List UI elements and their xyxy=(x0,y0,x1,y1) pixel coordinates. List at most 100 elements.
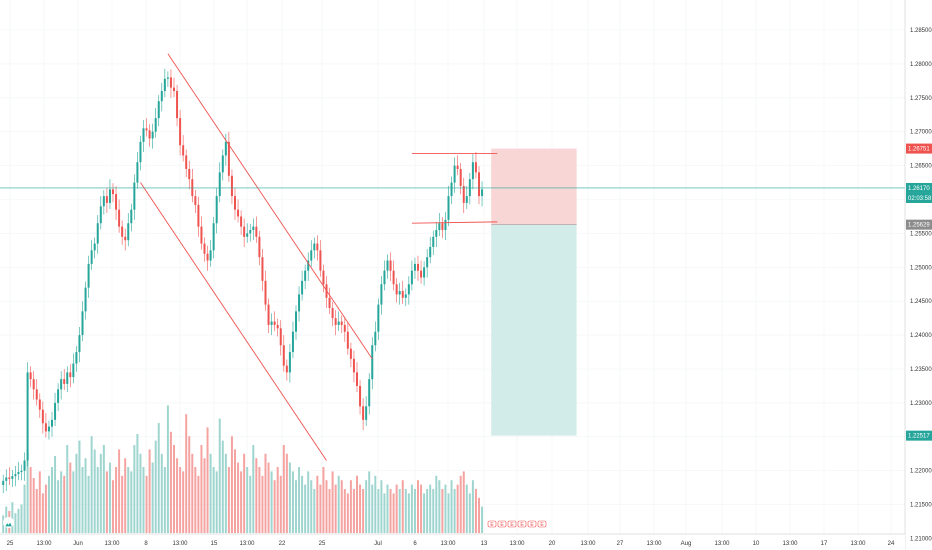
volume-bar xyxy=(35,489,38,533)
volume-bar xyxy=(465,484,468,533)
volume-bar xyxy=(328,489,331,533)
candle-body xyxy=(404,294,407,298)
candle-body xyxy=(340,321,343,325)
candle-body xyxy=(359,385,362,407)
candle-body xyxy=(20,470,23,473)
price-tick-label: 1.24500 xyxy=(910,299,932,305)
candle-body xyxy=(8,477,11,479)
volume-bar xyxy=(420,484,423,533)
volume-bar xyxy=(176,458,179,533)
candle-body xyxy=(212,223,215,251)
take-profit-zone[interactable] xyxy=(491,224,577,436)
time-tick-label: 13:00 xyxy=(104,541,120,547)
event-marker[interactable] xyxy=(537,520,547,528)
trend-line[interactable] xyxy=(411,221,498,224)
volume-bar xyxy=(249,475,252,533)
volume-bar xyxy=(322,467,325,533)
volume-bar xyxy=(41,493,44,533)
candle-body xyxy=(17,472,20,475)
trend-lines[interactable] xyxy=(140,53,498,461)
candle-body xyxy=(69,372,72,378)
volume-bar xyxy=(14,513,17,533)
time-tick-label: 24 xyxy=(888,541,895,547)
time-tick-label: 25 xyxy=(319,541,326,547)
candle-body xyxy=(2,480,5,485)
event-marker[interactable] xyxy=(527,520,537,528)
event-marker[interactable] xyxy=(517,520,527,528)
event-marker[interactable] xyxy=(507,520,517,528)
candle-body xyxy=(142,128,145,142)
volume-bar xyxy=(285,453,288,533)
candle-body xyxy=(334,318,337,325)
candle-body xyxy=(47,426,50,432)
volume-bar xyxy=(346,493,349,533)
price-label-badge xyxy=(906,430,932,441)
candle-body xyxy=(288,352,291,373)
candle-body xyxy=(99,206,102,224)
candle-body xyxy=(139,141,142,163)
time-tick-label: 8 xyxy=(144,541,148,547)
volume-bar xyxy=(258,467,261,533)
trend-line[interactable] xyxy=(167,53,373,360)
time-tick-label: 22 xyxy=(279,541,286,547)
price-tick-label: 1.23500 xyxy=(910,367,932,373)
short-position-tool[interactable] xyxy=(491,148,577,436)
candle-body xyxy=(237,209,240,217)
candle-body xyxy=(11,476,14,479)
volume-bar xyxy=(383,493,386,533)
stop-loss-zone[interactable] xyxy=(491,148,577,225)
candle-body xyxy=(60,379,63,390)
price-axis[interactable] xyxy=(905,0,932,550)
volume-bar xyxy=(417,480,419,533)
candle-body xyxy=(432,236,435,247)
volume-bar xyxy=(118,449,121,533)
candle-body xyxy=(453,165,456,183)
candle-body xyxy=(377,304,380,332)
price-tick-label: 1.21000 xyxy=(910,537,932,543)
volume-bar xyxy=(316,475,319,533)
candle-body xyxy=(243,226,246,237)
trend-line[interactable] xyxy=(140,182,327,461)
volume-bar xyxy=(319,484,322,533)
volume-bar xyxy=(325,480,328,533)
event-marker[interactable] xyxy=(497,520,507,528)
volume-bar xyxy=(453,489,456,533)
time-axis[interactable] xyxy=(0,534,905,550)
volume-bar xyxy=(78,440,81,533)
candle-body xyxy=(154,118,157,132)
time-tick-label: 13:00 xyxy=(714,541,730,547)
volume-bars xyxy=(2,405,484,533)
volume-bar xyxy=(435,475,438,533)
candle-body xyxy=(151,131,154,139)
volume-bar xyxy=(334,484,337,533)
volume-bar xyxy=(124,458,127,533)
candle-body xyxy=(450,182,453,197)
candle-body xyxy=(173,87,175,92)
volume-bar xyxy=(209,453,212,533)
volume-bar xyxy=(20,504,23,533)
candle-body xyxy=(221,155,224,173)
time-tick-label: Jun xyxy=(73,541,83,547)
price-tick-label: 1.25000 xyxy=(910,265,932,271)
volume-bar xyxy=(356,475,358,533)
logo-mark xyxy=(5,522,12,527)
candle-body xyxy=(206,253,209,261)
candle-body xyxy=(413,263,416,271)
volume-bar xyxy=(307,471,310,533)
candle-body xyxy=(468,179,471,197)
event-marker[interactable] xyxy=(487,520,497,528)
volume-bar xyxy=(359,484,362,533)
price-tick-label: 1.27000 xyxy=(910,130,932,136)
candle-body xyxy=(356,372,358,386)
candle-body xyxy=(218,172,221,197)
volume-bar xyxy=(163,467,166,533)
candle-body xyxy=(429,246,432,258)
volume-bar xyxy=(368,471,371,533)
candle-body xyxy=(188,168,191,180)
volume-bar xyxy=(386,484,389,533)
volume-bar xyxy=(310,480,313,533)
volume-bar xyxy=(133,445,136,533)
volume-bar xyxy=(450,480,453,533)
